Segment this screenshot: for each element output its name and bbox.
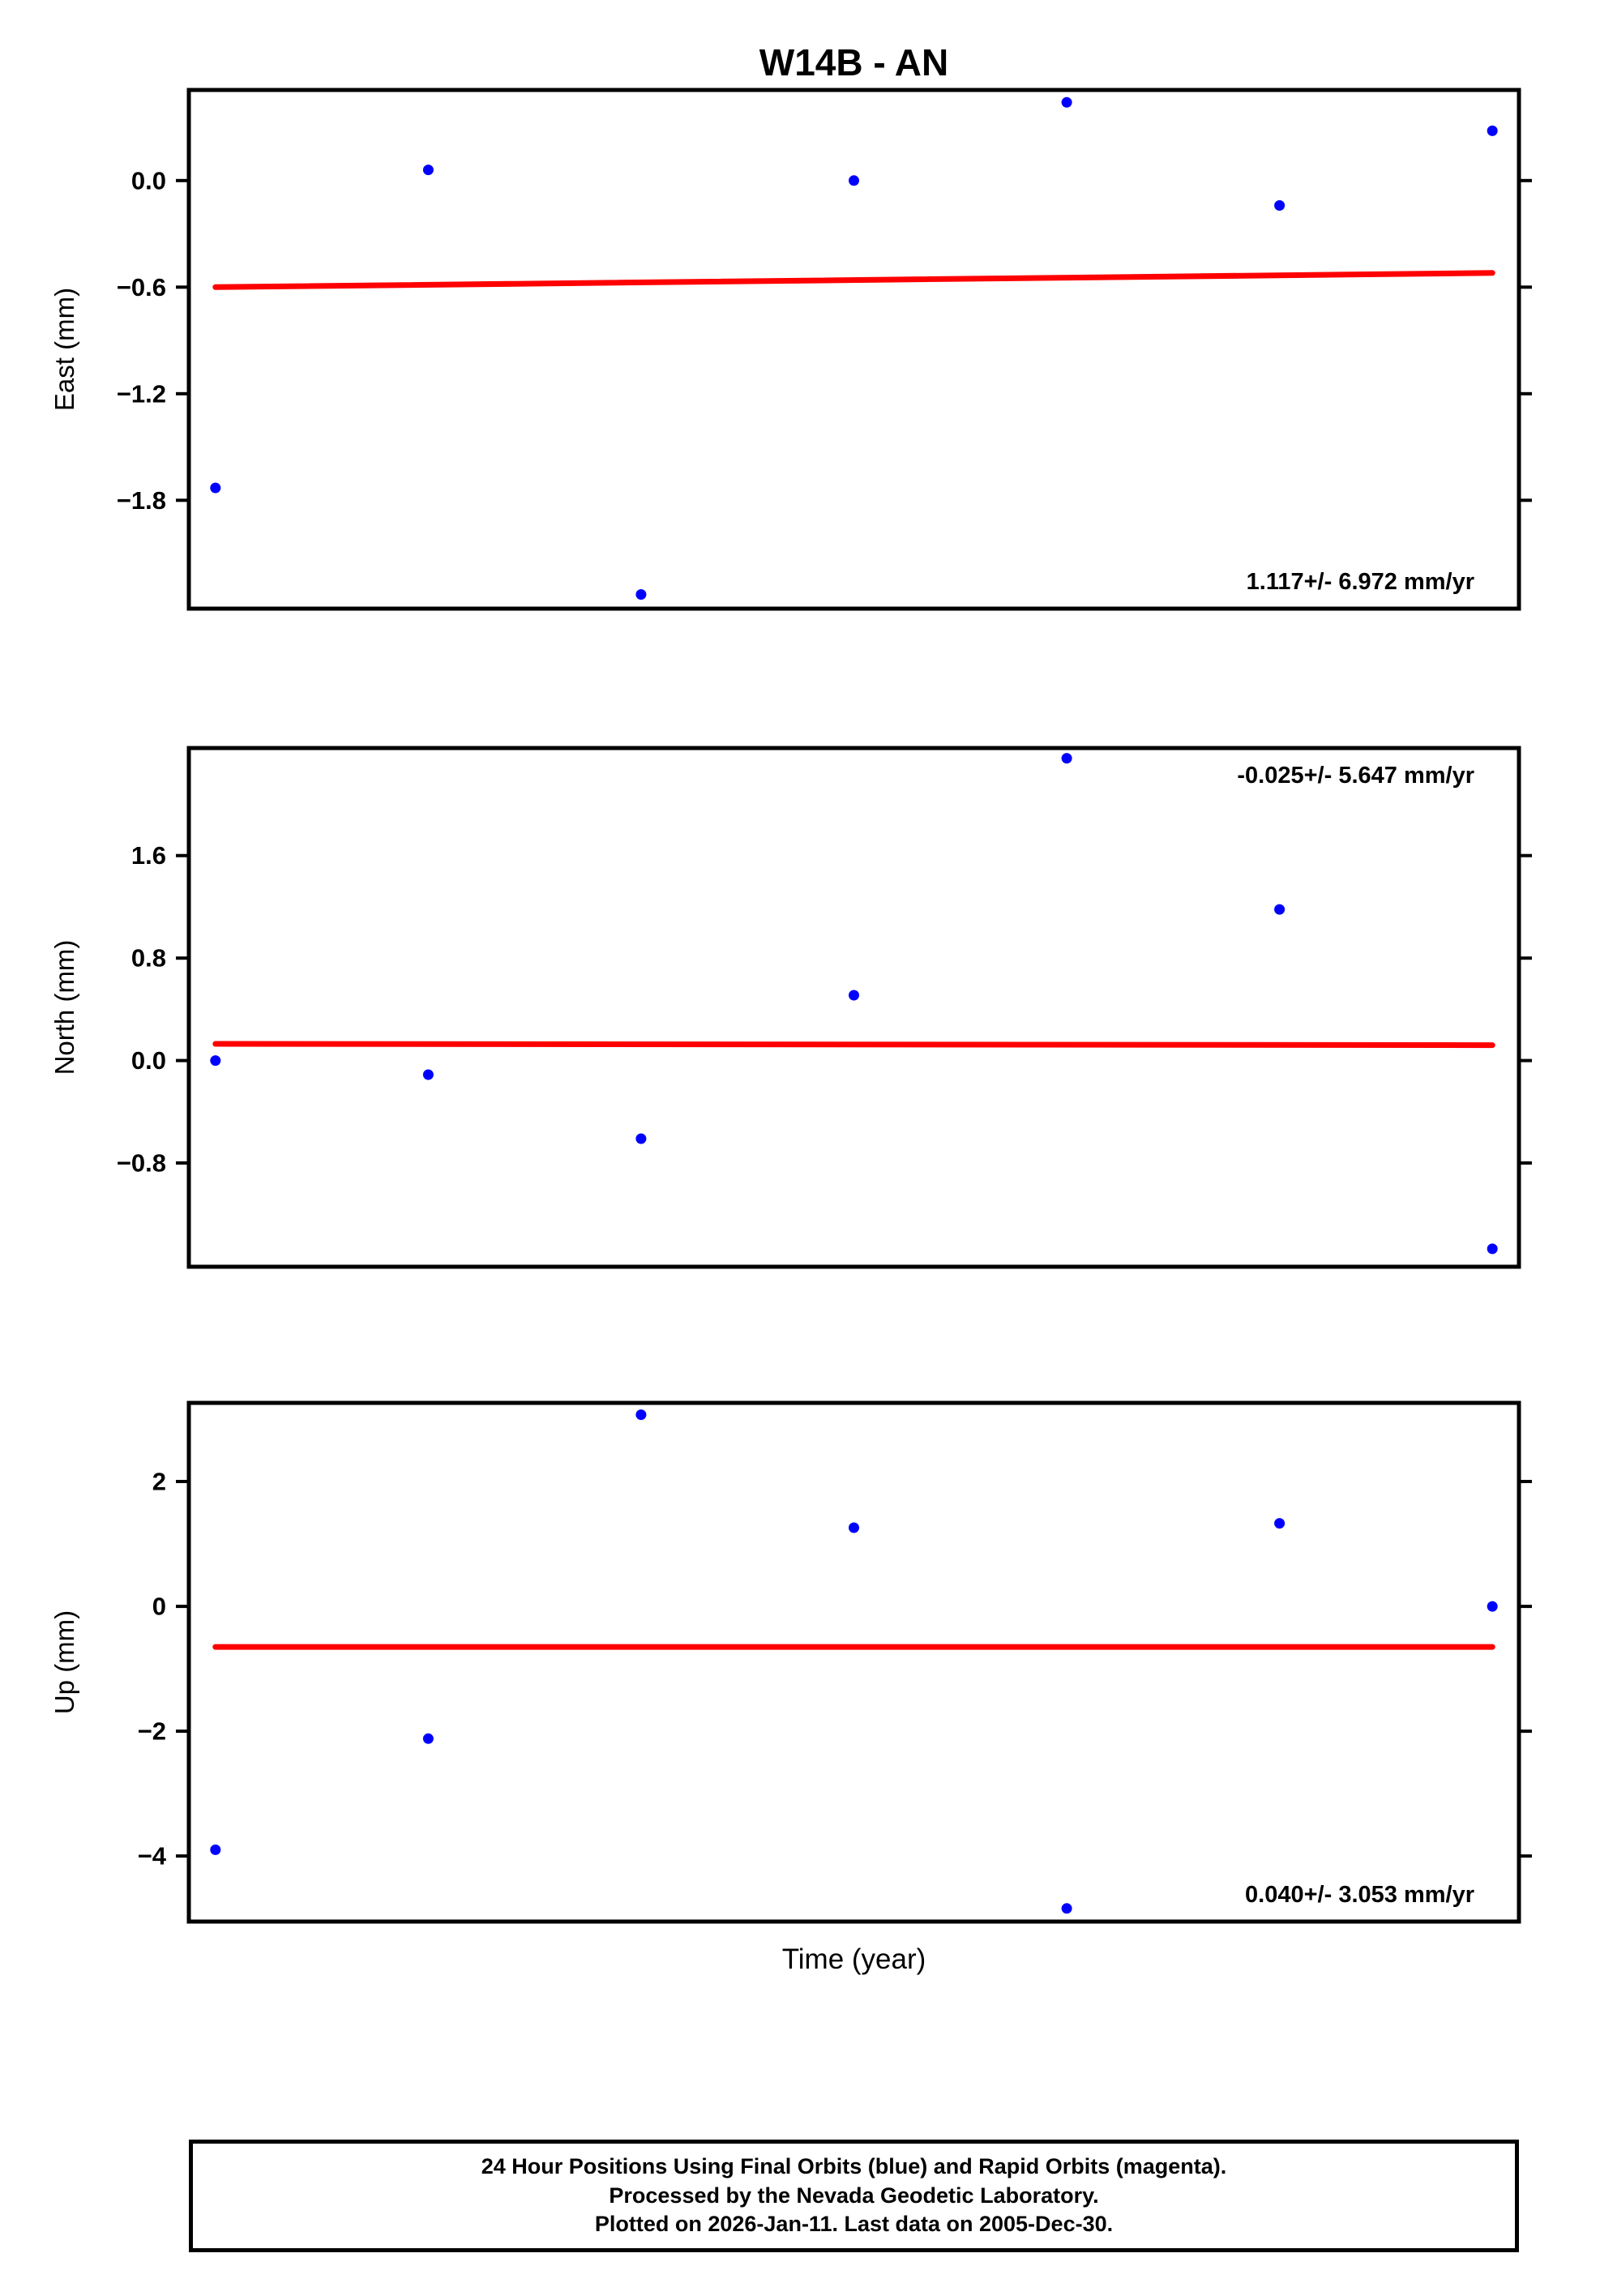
north-rate-annotation: -0.025+/- 5.647 mm/yr: [1237, 763, 1474, 789]
svg-text:−2: −2: [138, 1717, 166, 1746]
svg-text:0: 0: [152, 1593, 166, 1621]
svg-text:−1.2: −1.2: [117, 379, 166, 408]
svg-text:−4: −4: [138, 1842, 167, 1871]
svg-text:−0.6: −0.6: [117, 273, 166, 301]
north-panel: North (mm) 1.6 0.8 0.0 −0.8 -0.025+/- 5.647…: [49, 746, 1532, 1269]
north-axis-label: North (mm): [49, 939, 79, 1075]
east-axis-label: East (mm): [49, 287, 79, 412]
caption-line-1: 24 Hour Positions Using Final Orbits (bl…: [481, 2154, 1227, 2179]
up-axis-label: Up (mm): [49, 1610, 79, 1715]
caption-box: 24 Hour Positions Using Final Orbits (bl…: [189, 2140, 1519, 2252]
caption-line-2: Processed by the Nevada Geodetic Laborat…: [609, 2183, 1099, 2208]
svg-text:−0.8: −0.8: [117, 1149, 166, 1178]
up-panel: Up (mm) 2 0 −2 −4 0.040+/- 3.053 mm/yr: [49, 1400, 1532, 1924]
caption-line-3: Plotted on 2026-Jan-11. Last data on 200…: [594, 2212, 1114, 2237]
svg-text:0.8: 0.8: [131, 944, 166, 973]
svg-text:−1.8: −1.8: [117, 486, 166, 515]
north-plot-canvas: 1.6 0.8 0.0 −0.8: [117, 746, 1532, 1269]
x-axis-label: Time (year): [781, 1943, 926, 1975]
svg-text:1.6: 1.6: [131, 841, 166, 870]
svg-text:2: 2: [152, 1468, 166, 1496]
page-title: W14B - AN: [759, 41, 949, 83]
east-panel: East (mm) 0.0 −0.6 −1.2 −1.8 1.117+/- 6.972…: [49, 88, 1532, 611]
svg-text:0.0: 0.0: [131, 1046, 166, 1075]
east-plot-canvas: 0.0 −0.6 −1.2 −1.8: [117, 88, 1532, 611]
east-rate-annotation: 1.117+/- 6.972 mm/yr: [1246, 569, 1474, 595]
up-rate-annotation: 0.040+/- 3.053 mm/yr: [1245, 1882, 1474, 1908]
svg-text:0.0: 0.0: [131, 166, 166, 195]
up-plot-canvas: 2 0 −2 −4: [138, 1400, 1532, 1924]
